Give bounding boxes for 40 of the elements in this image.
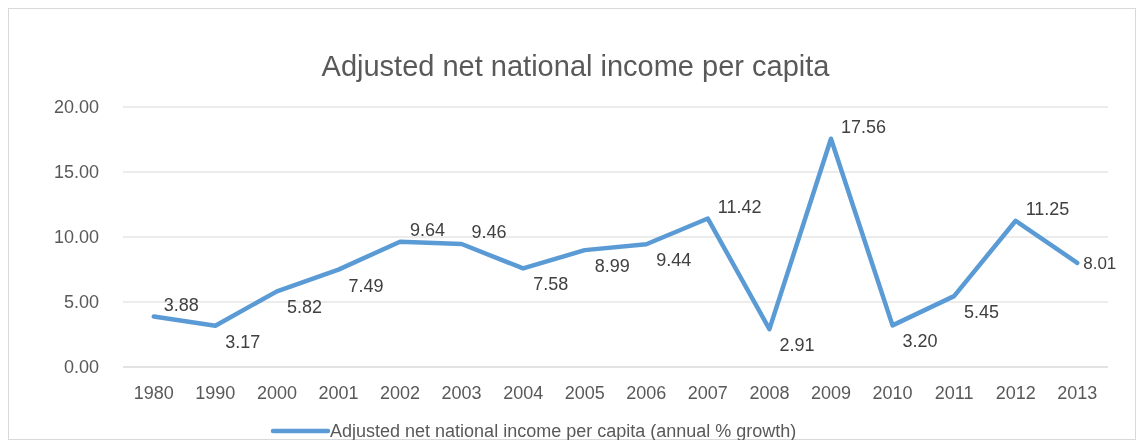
x-tick-label: 2013: [1057, 383, 1098, 403]
y-tick-label: 10.00: [53, 227, 99, 247]
x-tick-label: 2008: [749, 383, 790, 403]
x-tick-label: 2005: [564, 383, 605, 403]
x-tick-label: 2009: [810, 383, 851, 403]
data-label: 11.42: [717, 196, 762, 217]
data-label: 9.64: [410, 219, 446, 240]
y-tick-label: 5.00: [63, 292, 99, 312]
data-label: 9.44: [656, 250, 692, 271]
x-tick-label: 2000: [256, 383, 297, 403]
line-series: [151, 136, 1080, 332]
x-tick-label: 2006: [626, 383, 667, 403]
x-tick-label: 1980: [133, 383, 174, 403]
x-tick-label: 2007: [687, 383, 728, 403]
data-label: 7.49: [348, 275, 384, 296]
x-tick-label: 2011: [934, 383, 974, 403]
x-tick-label: 2002: [380, 383, 421, 403]
data-label: 17.56: [840, 116, 887, 137]
chart-title: Adjusted net national income per capita: [321, 50, 831, 82]
data-label: 2.91: [779, 335, 815, 356]
x-tick-label: 2004: [503, 383, 544, 403]
data-label: 8.01: [1083, 253, 1117, 273]
data-label: 3.17: [225, 331, 261, 352]
data-label: 3.20: [902, 331, 938, 352]
x-tick-label: 2012: [995, 383, 1036, 403]
data-label: 8.99: [594, 256, 630, 277]
y-tick-label: 0.00: [63, 357, 99, 377]
y-tick-label: 20.00: [53, 97, 99, 117]
data-label: 3.88: [163, 294, 199, 315]
data-label: 11.25: [1025, 198, 1070, 219]
legend-label: Adjusted net national income per capita (annual % growth): [330, 421, 797, 441]
x-tick-label: 2010: [872, 383, 913, 403]
data-label: 5.82: [286, 297, 322, 318]
y-tick-label: 15.00: [53, 162, 99, 182]
data-label: 9.46: [471, 222, 507, 243]
x-tick-label: 1990: [195, 383, 236, 403]
data-label: 5.45: [964, 302, 1000, 323]
data-label: 7.58: [533, 274, 569, 295]
x-tick-label: 2003: [441, 383, 482, 403]
x-tick-label: 2001: [318, 383, 359, 403]
